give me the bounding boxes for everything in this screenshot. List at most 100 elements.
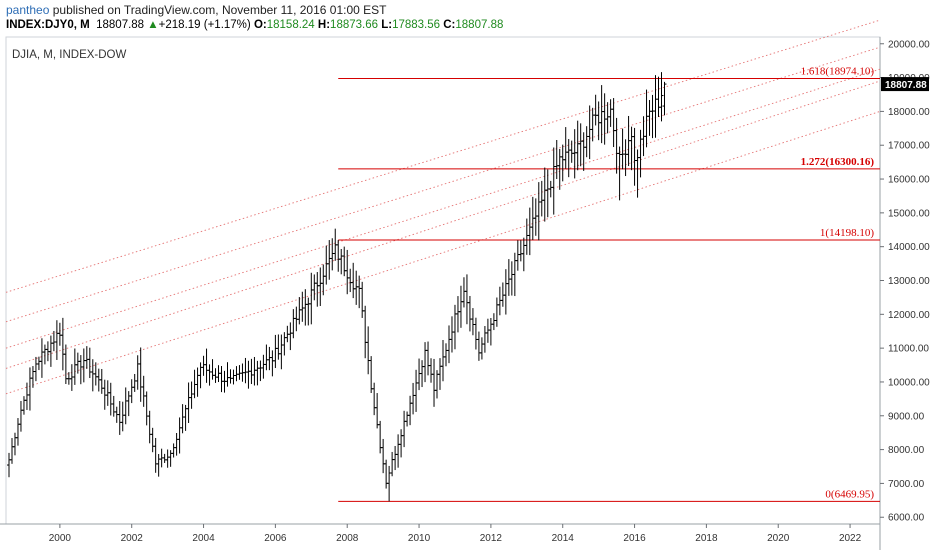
ohlc-bar [515, 240, 520, 271]
low-label: L: [381, 19, 393, 31]
ohlc-bar [72, 348, 77, 385]
ohlc-bar [548, 180, 553, 198]
x-tick-label: 2002 [121, 533, 144, 544]
y-tick-label: 17000.00 [888, 141, 930, 152]
ohlc-bar [87, 347, 92, 379]
fib-level-label: 0(6469.95) [825, 488, 874, 500]
ohlc-bar [117, 401, 122, 435]
channel-line[interactable] [5, 19, 881, 293]
ohlc-bar [150, 427, 155, 453]
ohlc-bar [249, 358, 254, 385]
x-tick-label: 2016 [623, 533, 646, 544]
ohlc-bar [647, 100, 652, 136]
ohlc-bar [132, 373, 137, 392]
author-link[interactable]: pantheo [6, 3, 50, 17]
ohlc-bar [297, 297, 302, 325]
chart-header: pantheo published on TradingView.com, No… [0, 0, 932, 36]
ohlc-bar [644, 89, 649, 148]
channel-line[interactable] [5, 110, 881, 395]
last-price-label: 18807.88 [885, 80, 927, 91]
ohlc-bar [378, 420, 383, 454]
ohlc-bar [623, 139, 628, 177]
ohlc-bar [228, 369, 233, 384]
y-tick-label: 16000.00 [888, 175, 930, 186]
ohlc-bar [494, 297, 499, 327]
ohlc-bar [366, 326, 371, 375]
x-tick-label: 2010 [408, 533, 431, 544]
ohlc-bar [509, 261, 514, 296]
x-axis[interactable]: 2000 2002 2004 2006 2008 2010 2012 2014 2016 2018… [49, 524, 862, 544]
ohlc-bar [512, 252, 517, 297]
ohlc-bar [126, 391, 131, 417]
y-tick-label: 12000.00 [888, 310, 930, 321]
ohlc-bar [60, 317, 65, 371]
ohlc-bar [506, 259, 511, 296]
x-tick-label: 2000 [49, 533, 72, 544]
ohlc-bar [255, 360, 260, 386]
ohlc-bar [503, 269, 508, 315]
ohlc-bar [15, 418, 20, 446]
ohlc-bar [141, 375, 146, 407]
chart-frame [0, 36, 881, 550]
ohlc-bar [339, 249, 344, 275]
change-text: +218.19 (+1.17%) [158, 19, 251, 31]
ohlc-bar [195, 367, 200, 397]
ohlc-bar [318, 267, 323, 307]
ohlc-bar [596, 101, 601, 141]
fib-levels[interactable]: 1.618(18974.10) 1.272(16300.16) 1(14198.10… [338, 65, 880, 502]
ohlc-bar [572, 129, 577, 179]
ohlc-bar [213, 368, 218, 383]
ohlc-bar [608, 99, 613, 127]
ohlc-bar [497, 286, 502, 316]
y-axis[interactable]: 6000.00 7000.00 8000.00 9000.00 10000.00 1100… [880, 39, 930, 524]
ohlc-bar [659, 72, 664, 122]
ohlc-bar [443, 343, 448, 367]
symbol-info: INDEX:DJY0, M 18807.88 ▲+218.19 (+1.17%)… [6, 19, 503, 31]
ohlc-bar [99, 368, 104, 394]
ohlc-bar [357, 275, 362, 309]
channel-line[interactable] [5, 68, 881, 349]
ohlc-bar [441, 340, 445, 382]
ohlc-bar [473, 317, 478, 350]
y-tick-label: 13000.00 [888, 276, 930, 287]
up-arrow-icon: ▲ [147, 19, 159, 31]
ohlc-bar [551, 147, 556, 215]
channel-lines[interactable] [5, 19, 881, 395]
ohlc-bar [156, 453, 161, 477]
ohlc-bar [518, 240, 523, 262]
x-tick-label: 2008 [336, 533, 359, 544]
y-tick-label: 9000.00 [888, 411, 925, 422]
ohlc-bar [581, 132, 586, 171]
y-tick-label: 10000.00 [888, 377, 930, 388]
x-tick-label: 2018 [695, 533, 718, 544]
ohlc-bar [605, 102, 610, 134]
ohlc-bar [33, 356, 38, 382]
ohlc-bar [18, 400, 23, 432]
ohlc-bar [279, 334, 284, 370]
y-tick-label: 7000.00 [888, 479, 925, 490]
ohlc-bar [174, 432, 179, 456]
ohlc-bar [36, 356, 41, 371]
ohlc-bar [237, 365, 242, 380]
ohlc-bar [656, 76, 661, 117]
ohlc-bar [542, 167, 547, 222]
ohlc-bar [300, 291, 305, 322]
close-value: 18807.88 [455, 19, 504, 31]
ohlc-bar [348, 268, 353, 293]
channel-line[interactable] [5, 80, 881, 369]
x-tick-label: 2004 [192, 533, 215, 544]
channel-line[interactable] [5, 46, 881, 323]
ohlc-bar [336, 239, 341, 272]
ohlc-bar [620, 128, 625, 170]
fib-level-label: 1.272(16300.16) [801, 156, 875, 168]
ohlc-bar [39, 338, 44, 378]
ohlc-bar [488, 318, 493, 346]
ohlc-bar [411, 382, 416, 415]
ohlc-bar [650, 94, 655, 139]
ohlc-bar [171, 443, 176, 458]
ohlc-bar [476, 331, 481, 361]
publish-info: pantheo published on TradingView.com, No… [6, 3, 387, 17]
ohlc-bar [198, 362, 203, 389]
ohlc-bar [54, 320, 59, 360]
